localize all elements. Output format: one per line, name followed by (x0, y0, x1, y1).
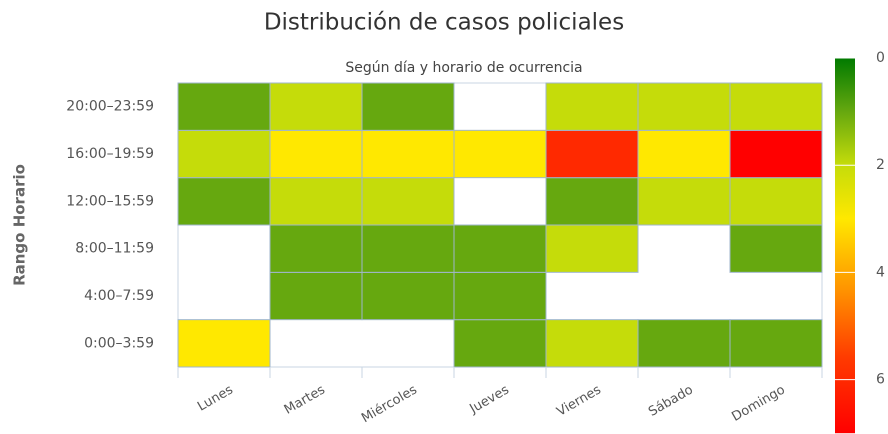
heatmap-cell (269, 224, 363, 273)
heatmap-cell (453, 224, 547, 273)
heatmap-cell (361, 129, 455, 179)
x-tick-label: Viernes (554, 382, 604, 419)
heatmap-cell (729, 319, 823, 368)
heatmap-cell (545, 224, 639, 273)
chart-subtitle: Según día y horario de ocurrencia (345, 60, 582, 76)
heatmap-cell (269, 177, 363, 226)
heatmap-cell (637, 319, 731, 368)
heatmap-cell (177, 129, 271, 179)
heatmap-cell (545, 177, 639, 226)
chart-title: Distribución de casos policiales (264, 10, 624, 36)
x-tick-label: Sábado (646, 382, 696, 419)
x-tick-label: Jueves (467, 382, 512, 417)
heatmap-cell (177, 82, 271, 131)
heatmap-cell (637, 82, 731, 131)
heatmap-cell (729, 224, 823, 273)
heatmap-cell (729, 129, 823, 179)
color-bar-tick-label: 6 (876, 372, 885, 388)
heatmap-cell (729, 82, 823, 131)
x-tick-label: Domingo (729, 382, 787, 424)
x-tick-label: Martes (282, 382, 328, 417)
y-tick-label: 20:00–23:59 (66, 99, 154, 115)
x-tick-label: Lunes (195, 382, 236, 414)
heatmap-cell (637, 129, 731, 179)
color-bar-tick-label: 0 (876, 50, 885, 66)
color-bar-tick-label: 4 (876, 264, 885, 280)
heatmap-cell (545, 82, 639, 131)
heatmap-cell (453, 271, 547, 321)
y-tick-label: 4:00–7:59 (84, 288, 154, 304)
heatmap-cell (545, 129, 639, 179)
heatmap-cell (177, 319, 271, 368)
heatmap-cell (453, 319, 547, 368)
color-bar-tick-label: 2 (876, 157, 885, 173)
heatmap-cell (545, 319, 639, 368)
heatmap-cell (269, 271, 363, 321)
heatmap-cell (729, 177, 823, 226)
y-axis-label: Rango Horario (11, 164, 29, 286)
y-tick-label: 0:00–3:59 (84, 335, 154, 351)
heatmap-cell (361, 271, 455, 321)
heatmap-cell (361, 224, 455, 273)
heatmap-cell (269, 82, 363, 131)
heatmap-cell (177, 177, 271, 226)
heatmap-cell (453, 129, 547, 179)
x-tick-label: Miércoles (359, 382, 420, 426)
y-tick-label: 16:00–19:59 (66, 146, 154, 162)
y-tick-label: 8:00–11:59 (75, 241, 154, 257)
heatmap-cell (269, 129, 363, 179)
y-tick-label: 12:00–15:59 (66, 193, 154, 209)
heatmap-cell (637, 177, 731, 226)
color-bar (835, 58, 855, 434)
heatmap-cell (361, 82, 455, 131)
heatmap-cell (361, 177, 455, 226)
